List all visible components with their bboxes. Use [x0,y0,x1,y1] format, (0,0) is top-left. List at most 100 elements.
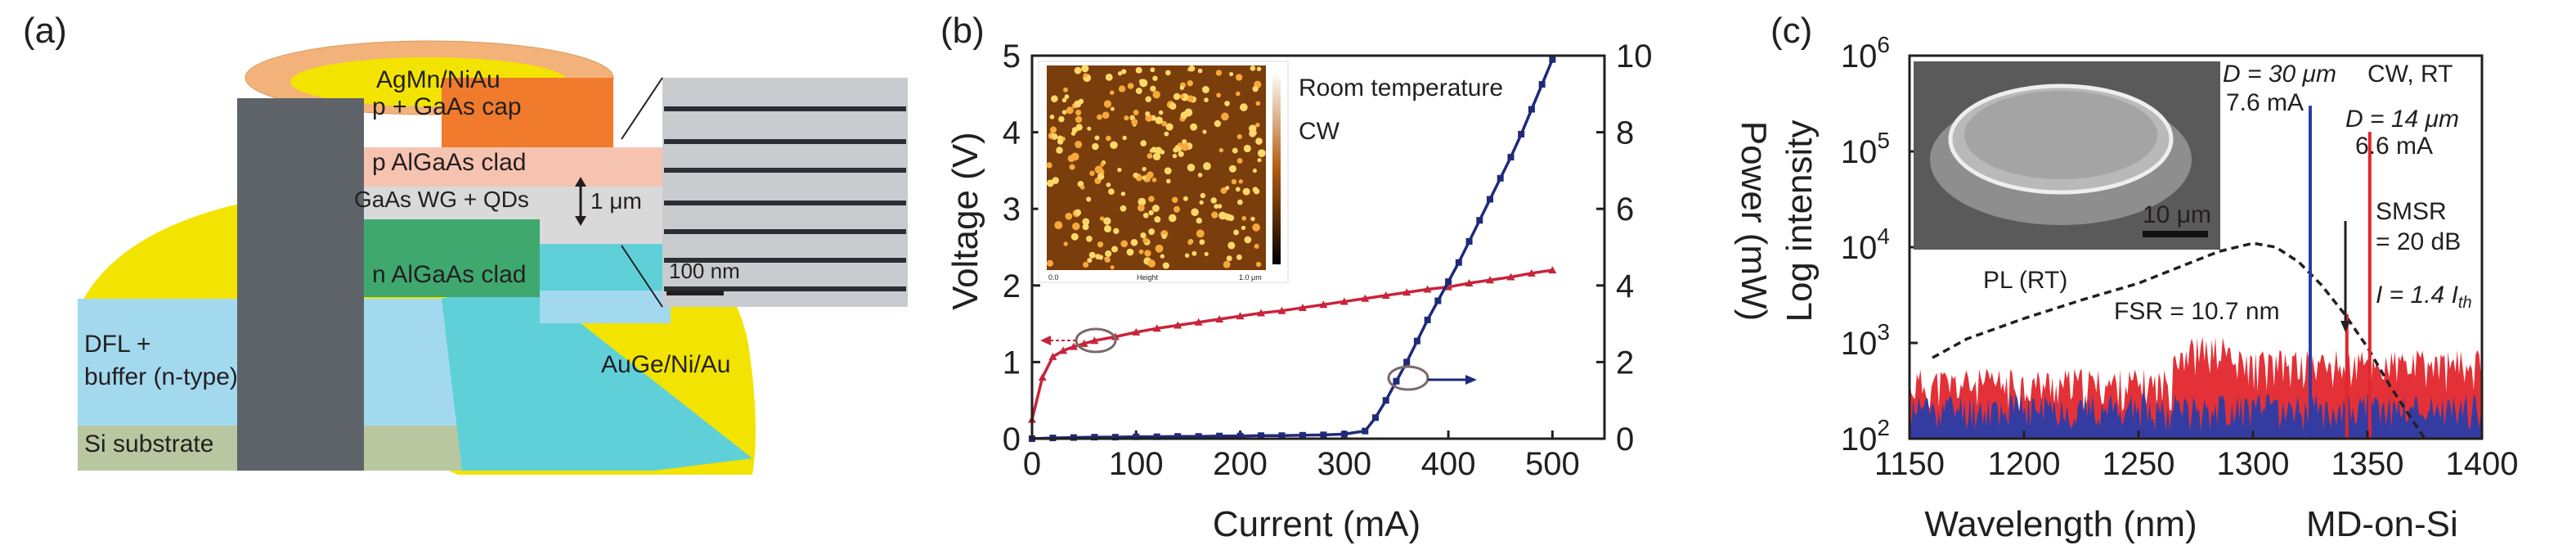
afm-dot [1155,116,1163,124]
afm-dot [1110,141,1118,150]
afm-dot [1075,115,1083,124]
afm-dot [1257,158,1262,163]
afm-dot [1105,73,1113,81]
voltage-point [1444,282,1453,291]
b-ytick-label: 1 [1003,345,1021,381]
voltage-point [1059,346,1068,354]
voltage-point [1340,297,1349,305]
afm-dot [1187,95,1194,102]
afm-dot [1148,196,1155,202]
power-point [1465,237,1473,245]
power-point [1382,397,1389,404]
afm-dot [1110,265,1115,270]
power-point [1518,130,1525,137]
voltage-point [1319,300,1328,309]
afm-dot [1083,73,1088,78]
afm-dot [1067,155,1075,163]
tem-layer-line [664,229,906,234]
afm-dot [1187,240,1193,246]
afm-colorbar [1272,72,1281,264]
wg-layer [360,187,662,219]
afm-dot [1142,166,1147,172]
afm-dot [1165,123,1174,131]
afm-dot [1248,124,1257,133]
c-ytick-label: 105 [1841,128,1890,170]
afm-dot [1252,223,1260,232]
power-point [1372,414,1379,422]
afm-dot [1257,149,1266,158]
afm-dot [1097,114,1102,120]
afm-dot [1252,85,1259,92]
tem-layer-line [664,201,906,205]
afm-dot [1200,192,1206,199]
afm-dot [1242,187,1250,196]
afm-dot [1161,120,1168,127]
voltage-point [1527,268,1536,277]
label-dfl-2: buffer (n-type) [84,363,238,390]
afm-dot [1104,256,1111,263]
afm-dot [1218,147,1224,153]
c-xlabel: Wavelength (nm) [1924,504,2197,544]
power-point [1340,431,1348,438]
voltage-point [1215,314,1224,322]
md-on-si-label: MD-on-Si [2306,504,2458,544]
afm-dot [1117,71,1123,76]
thickness-arrow-head-bottom [575,216,586,226]
voltage-point [1506,273,1515,281]
d30-noise-spectrum [1910,393,2482,439]
sem-disk-face [1964,91,2157,179]
power-point [1216,432,1223,440]
c-ytick-label: 102 [1841,415,1890,458]
b-xtick-label: 200 [1213,446,1268,482]
b-y2tick-label: 2 [1616,345,1634,381]
afm-dot [1184,253,1190,258]
label-dfl-1: DFL + [84,331,150,358]
b-frame [1030,54,1606,440]
tem-image [662,78,908,307]
afm-dot [1124,115,1129,121]
b-ytick-label: 5 [1003,38,1021,74]
afm-dot [1236,158,1243,164]
label-nclad: n AlGaAs clad [372,261,526,288]
voltage-point [1152,324,1161,332]
threshold-subscript: th [2458,294,2472,312]
afm-dot [1151,205,1160,212]
afm-dot [1137,204,1145,212]
power-point [1236,432,1244,440]
afm-dot [1224,101,1230,106]
tem-connector-bottom [621,245,663,308]
b-y2tick-label: 10 [1616,38,1653,74]
afm-dot [1174,205,1180,213]
voltage-point [1090,336,1099,345]
label-tem-scale: 100 nm [669,259,740,283]
afm-dot [1164,167,1172,175]
afm-dot [1241,215,1247,221]
voltage-curve [1030,268,1553,421]
afm-dot [1127,83,1134,89]
tem-layer-line [664,139,906,144]
afm-dot [1069,164,1075,170]
afm-dot [1130,239,1138,246]
b-series [1028,56,1557,442]
voltage-point [1236,312,1245,320]
tem-layer-line [664,168,906,173]
power-axis-arrow-head [1465,375,1477,385]
b-y2tick-label: 8 [1616,115,1634,151]
afm-dot [1145,111,1151,117]
afm-dot [1202,129,1207,134]
voltage-point [1298,303,1307,311]
afm-dot [1106,183,1111,187]
afm-dot [1117,167,1122,173]
label-wg: GaAs WG + QDs [354,187,529,212]
afm-dot [1169,102,1177,110]
afm-dot [1255,137,1263,145]
afm-dot [1151,178,1157,183]
afm-dot [1110,106,1115,111]
cw-rt-label: CW, RT [2367,61,2453,88]
afm-dot [1254,122,1260,128]
afm-dot [1238,178,1243,184]
voltage-point [1174,321,1183,329]
buffer-column [540,291,671,323]
power-point [1320,431,1327,439]
afm-dot [1087,126,1092,131]
